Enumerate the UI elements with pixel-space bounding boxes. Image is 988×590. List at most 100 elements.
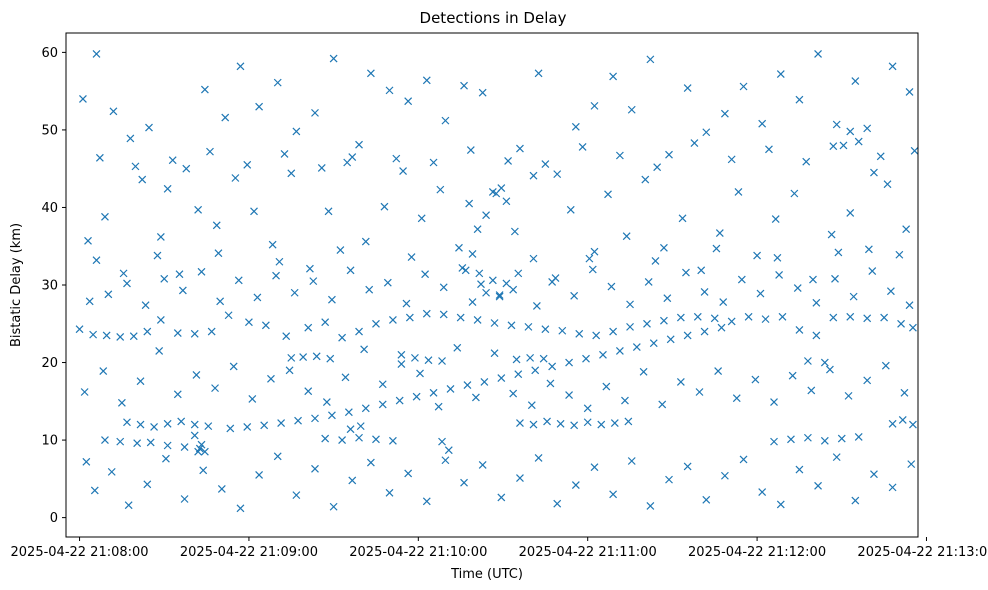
data-point [466, 146, 475, 155]
data-point [695, 388, 704, 396]
y-tick-label: 40 [41, 201, 58, 216]
data-point [665, 475, 673, 484]
data-point [272, 271, 280, 280]
data-point [155, 346, 164, 355]
y-tick-label: 50 [41, 123, 58, 138]
data-point [717, 323, 726, 332]
data-point [346, 266, 355, 275]
data-point [551, 274, 560, 282]
data-point [553, 170, 562, 179]
data-point [214, 249, 223, 258]
data-point [422, 497, 431, 506]
data-point [660, 243, 668, 252]
data-point [197, 440, 206, 449]
data-point [478, 88, 487, 97]
data-point [162, 454, 170, 463]
y-tick-label: 0 [50, 511, 58, 526]
data-point [795, 95, 804, 104]
data-point [360, 345, 369, 354]
data-point [771, 215, 780, 224]
data-point [245, 318, 253, 327]
data-point [305, 264, 314, 273]
data-point [854, 433, 863, 441]
data-point [812, 331, 821, 340]
data-point [849, 292, 858, 301]
data-point [383, 278, 392, 287]
data-point [180, 443, 189, 451]
data-point [837, 434, 846, 443]
data-point [460, 81, 468, 90]
data-point [412, 392, 421, 401]
data-point [129, 332, 138, 341]
data-point [702, 128, 711, 137]
data-point [846, 208, 855, 217]
data-point [224, 311, 233, 320]
data-point [287, 169, 296, 178]
data-point [422, 309, 431, 318]
data-point [570, 291, 579, 300]
data-point [714, 367, 723, 375]
data-point [676, 377, 685, 386]
x-tick-label: 2025-04-22 21:09:00 [180, 545, 318, 560]
data-point [261, 321, 270, 330]
data-point [888, 483, 897, 492]
data-point [910, 146, 919, 155]
data-point [905, 88, 914, 96]
data-point [197, 267, 206, 276]
data-point [372, 435, 380, 444]
data-point [908, 323, 917, 332]
data-point [534, 69, 543, 78]
data-point [571, 122, 580, 131]
data-point [651, 257, 660, 265]
data-point [495, 291, 504, 300]
data-point [277, 419, 286, 427]
data-points [75, 50, 919, 513]
data-point [234, 276, 243, 285]
data-point [311, 464, 319, 473]
data-point [82, 457, 91, 466]
data-point [236, 62, 245, 71]
data-point [831, 274, 839, 283]
data-point [666, 335, 675, 344]
data-point [416, 369, 424, 378]
data-point [676, 313, 685, 322]
data-point [658, 400, 667, 409]
data-point [809, 275, 817, 284]
data-point [546, 379, 555, 388]
data-point [123, 418, 131, 427]
data-point [646, 55, 655, 64]
data-point [385, 488, 394, 497]
data-point [285, 366, 294, 375]
data-point [346, 425, 355, 434]
data-point [556, 419, 565, 428]
data-point [834, 248, 843, 257]
data-point [429, 388, 438, 397]
data-point [795, 326, 804, 334]
data-point [531, 366, 540, 375]
data-point [868, 267, 877, 275]
data-point [588, 265, 597, 274]
data-point [397, 360, 406, 369]
data-point [488, 276, 497, 285]
data-point [609, 490, 618, 499]
data-point [143, 327, 152, 336]
data-point [693, 312, 702, 321]
data-point [163, 184, 172, 193]
data-point [365, 285, 374, 294]
data-point [236, 504, 245, 513]
data-point [756, 289, 765, 298]
data-point [770, 437, 778, 446]
data-point [715, 229, 724, 237]
x-tick-label: 2025-04-22 21:10:00 [349, 545, 487, 560]
data-point [488, 188, 497, 196]
data-point [229, 362, 238, 371]
data-point [604, 190, 612, 199]
data-point [758, 488, 767, 496]
data-point [468, 250, 477, 258]
data-point [532, 302, 541, 310]
data-point [773, 253, 782, 262]
data-point [355, 327, 363, 336]
data-point [248, 395, 257, 403]
data-point [529, 171, 538, 180]
